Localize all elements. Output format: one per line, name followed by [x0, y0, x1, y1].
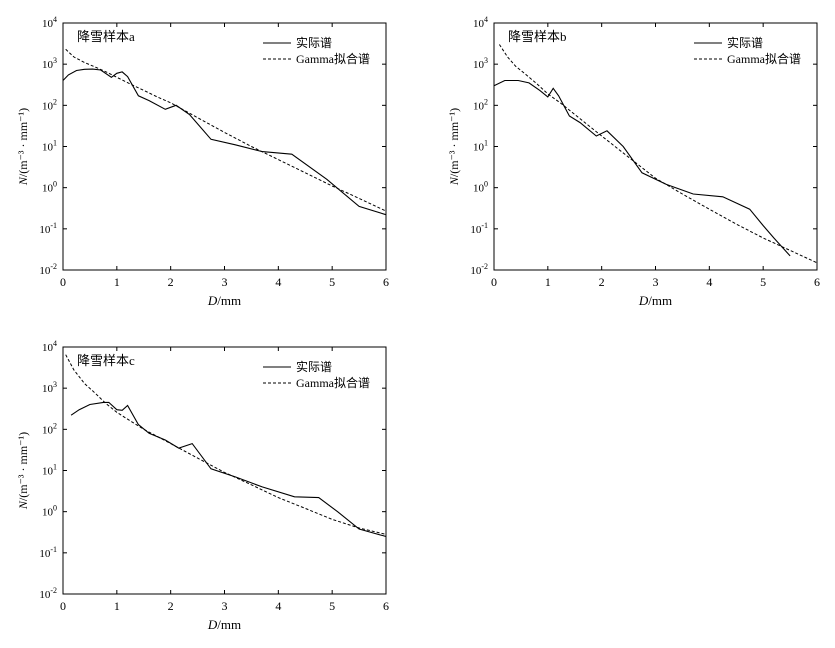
y-tick-label: 10-2 [470, 262, 488, 277]
x-tick-label: 1 [545, 275, 551, 289]
panel-title: 降雪样本b [508, 29, 567, 44]
x-tick-label: 3 [222, 599, 228, 613]
x-tick-label: 4 [275, 599, 281, 613]
y-tick-label: 10-2 [39, 262, 57, 277]
legend-label: 实际谱 [727, 35, 763, 50]
y-tick-label: 101 [473, 139, 488, 154]
legend-label: 实际谱 [296, 359, 332, 374]
panel-title: 降雪样本c [77, 353, 135, 368]
x-tick-label: 5 [329, 275, 335, 289]
x-tick-label: 3 [222, 275, 228, 289]
legend-label: Gamma拟合谱 [296, 375, 370, 390]
y-tick-label: 10-1 [470, 221, 488, 236]
x-axis-label: D/mm [207, 617, 241, 632]
y-tick-label: 104 [42, 15, 57, 30]
chart-panel-2: 0 1 2 3 4 5 6 10-2 10-1 100 101 102 103 104 D/mm N/(m⁻³… [447, 15, 820, 308]
x-tick-label: 2 [168, 275, 174, 289]
y-tick-label: 10-1 [39, 545, 57, 560]
y-axis-label: N/(m⁻³ · mm⁻¹) [447, 108, 461, 186]
y-tick-label: 103 [473, 56, 488, 71]
y-tick-label: 100 [42, 180, 57, 195]
x-tick-label: 1 [114, 275, 120, 289]
series-line-measured [70, 401, 387, 538]
y-tick-label: 100 [42, 504, 57, 519]
x-axis-label: D/mm [638, 293, 672, 308]
x-tick-label: 1 [114, 599, 120, 613]
y-tick-label: 101 [42, 463, 57, 478]
y-tick-label: 104 [42, 339, 57, 354]
series-line-gamma-fit [498, 44, 818, 264]
x-tick-label: 0 [60, 599, 66, 613]
x-axis-label: D/mm [207, 293, 241, 308]
x-tick-label: 6 [383, 599, 389, 613]
y-tick-label: 103 [42, 380, 57, 395]
y-tick-label: 10-1 [39, 221, 57, 236]
series-line-measured [62, 68, 387, 216]
y-axis-label: N/(m⁻³ · mm⁻¹) [16, 108, 30, 186]
chart-panel-3: 0 1 2 3 4 5 6 10-2 10-1 100 101 102 103 104 D/mm N/(m⁻³… [16, 339, 389, 632]
legend-label: 实际谱 [296, 35, 332, 50]
x-tick-label: 0 [60, 275, 66, 289]
y-tick-label: 104 [473, 15, 488, 30]
x-tick-label: 4 [706, 275, 712, 289]
x-tick-label: 3 [653, 275, 659, 289]
x-tick-label: 6 [814, 275, 820, 289]
panel-title: 降雪样本a [77, 29, 135, 44]
x-tick-label: 5 [760, 275, 766, 289]
x-tick-label: 2 [599, 275, 605, 289]
y-tick-label: 103 [42, 56, 57, 71]
x-tick-label: 0 [491, 275, 497, 289]
x-tick-label: 6 [383, 275, 389, 289]
series-line-gamma-fit [65, 48, 387, 212]
y-tick-label: 100 [473, 180, 488, 195]
legend-label: Gamma拟合谱 [296, 51, 370, 66]
legend-label: Gamma拟合谱 [727, 51, 801, 66]
y-tick-label: 101 [42, 139, 57, 154]
x-tick-label: 5 [329, 599, 335, 613]
chart-panel-1: 0 1 2 3 4 5 6 10-2 10-1 100 101 102 103 104 D/mm N/(m⁻³… [16, 15, 389, 308]
y-tick-label: 102 [42, 97, 57, 112]
y-axis-label: N/(m⁻³ · mm⁻¹) [16, 432, 30, 510]
x-tick-label: 4 [275, 275, 281, 289]
series-line-measured [493, 79, 791, 257]
y-tick-label: 10-2 [39, 586, 57, 601]
y-tick-label: 102 [473, 97, 488, 112]
series-line-gamma-fit [65, 354, 387, 535]
y-tick-label: 102 [42, 421, 57, 436]
x-tick-label: 2 [168, 599, 174, 613]
